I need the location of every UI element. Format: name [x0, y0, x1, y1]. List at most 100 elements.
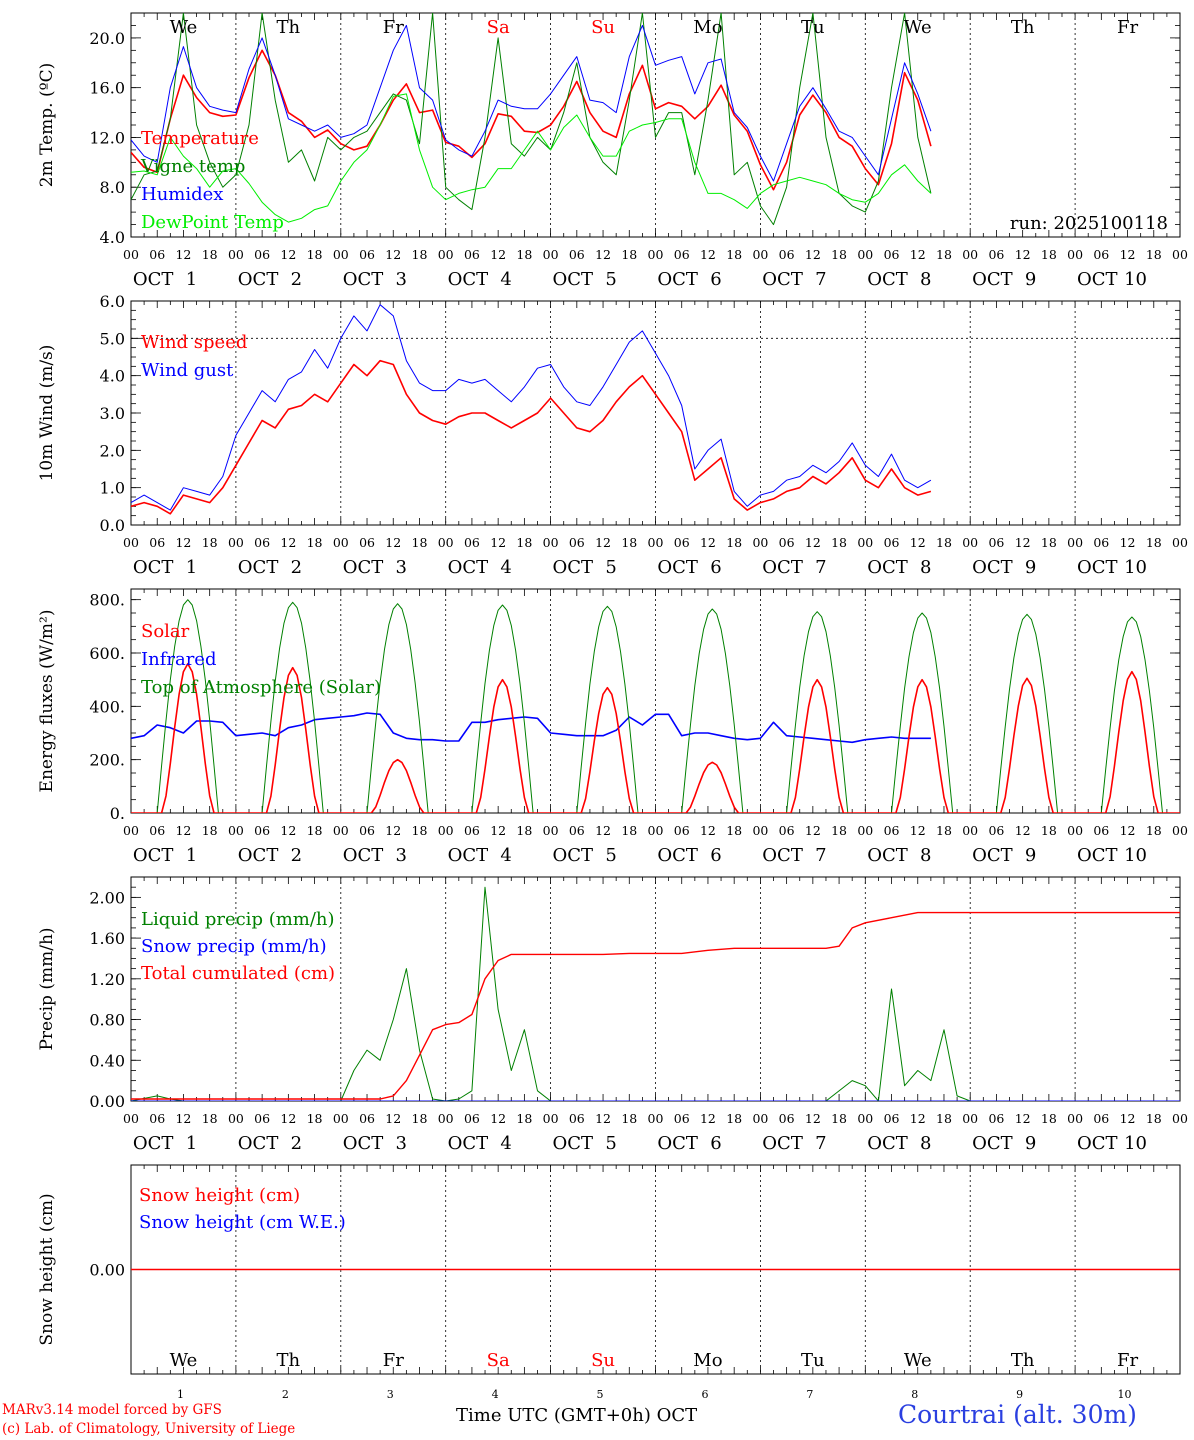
- footer-credits: MARv3.14 model forced by GFS (c) Lab. of…: [2, 1401, 295, 1439]
- y-tick-label: 200.: [89, 751, 125, 770]
- date-day-label: 9: [1025, 1133, 1036, 1154]
- date-month-label: OCT: [343, 269, 384, 290]
- x-axis-title: Time UTC (GMT+0h) OCT: [456, 1405, 697, 1426]
- hour-tick-label: 06: [464, 1111, 480, 1126]
- y-axis-label: 2m Temp. (ºC): [37, 63, 57, 188]
- hour-tick-label: 18: [1146, 535, 1162, 550]
- hour-tick-label: 12: [910, 247, 926, 262]
- hour-tick-label: 12: [280, 823, 296, 838]
- series-line-top-of-atmosphere-solar-: [131, 599, 1180, 813]
- day-number-label: 9: [1016, 1388, 1023, 1401]
- hour-tick-label: 00: [1067, 247, 1083, 262]
- date-day-label: 8: [920, 269, 931, 290]
- hour-tick-label: 00: [857, 1111, 873, 1126]
- weekday-label: Th: [277, 17, 301, 38]
- date-month-label: OCT: [972, 1133, 1013, 1154]
- date-day-label: 4: [500, 845, 511, 866]
- hour-tick-label: 18: [936, 823, 952, 838]
- hour-tick-label: 12: [595, 1111, 611, 1126]
- date-day-label: 2: [291, 845, 302, 866]
- y-tick-label: 20.0: [89, 29, 125, 48]
- weekday-label: Tu: [801, 1350, 825, 1371]
- hour-tick-label: 12: [595, 535, 611, 550]
- hour-tick-label: 12: [490, 535, 506, 550]
- hour-tick-label: 12: [700, 823, 716, 838]
- hour-tick-label: 12: [385, 823, 401, 838]
- day-number-label: 8: [911, 1388, 918, 1401]
- hour-tick-label: 00: [333, 535, 349, 550]
- hour-tick-label: 18: [726, 247, 742, 262]
- legend-entry: Infrared: [141, 649, 216, 670]
- hour-tick-label: 18: [621, 247, 637, 262]
- hour-tick-label: 00: [123, 823, 139, 838]
- date-month-label: OCT: [972, 845, 1013, 866]
- hour-tick-label: 18: [726, 1111, 742, 1126]
- legend-entry: Snow height (cm): [139, 1185, 300, 1206]
- hour-tick-label: 00: [438, 535, 454, 550]
- hour-tick-label: 12: [1120, 247, 1136, 262]
- hour-tick-label: 12: [1015, 1111, 1031, 1126]
- day-number-label: 7: [806, 1388, 813, 1401]
- date-month-label: OCT: [448, 845, 489, 866]
- weekday-label: Th: [277, 1350, 301, 1371]
- date-day-label: 7: [815, 1133, 826, 1154]
- date-month-label: OCT: [133, 845, 174, 866]
- y-tick-label: 16.0: [89, 79, 125, 98]
- hour-tick-label: 00: [962, 535, 978, 550]
- hour-tick-label: 00: [228, 247, 244, 262]
- hour-tick-label: 12: [1015, 247, 1031, 262]
- weekday-label: We: [904, 17, 932, 38]
- hour-tick-label: 18: [1041, 823, 1057, 838]
- y-tick-label: 6.0: [100, 292, 125, 311]
- date-day-label: 6: [710, 845, 721, 866]
- date-month-label: OCT: [867, 269, 908, 290]
- hour-tick-label: 00: [648, 247, 664, 262]
- hour-tick-label: 12: [175, 535, 191, 550]
- hour-tick-label: 18: [412, 535, 428, 550]
- legend-entry: DewPoint Temp: [141, 212, 284, 233]
- hour-tick-label: 18: [307, 823, 323, 838]
- hour-tick-label: 06: [674, 823, 690, 838]
- hour-tick-label: 12: [910, 1111, 926, 1126]
- hour-tick-label: 06: [149, 1111, 165, 1126]
- hour-tick-label: 12: [490, 1111, 506, 1126]
- x-axis-month: OCT: [656, 1405, 698, 1426]
- y-tick-label: 12.0: [89, 128, 125, 147]
- date-month-label: OCT: [1077, 269, 1118, 290]
- hour-tick-label: 18: [516, 247, 532, 262]
- weekday-label: Th: [1011, 17, 1035, 38]
- hour-tick-label: 06: [254, 823, 270, 838]
- hour-tick-label: 06: [359, 1111, 375, 1126]
- date-month-label: OCT: [1077, 845, 1118, 866]
- legend-entry: Snow height (cm W.E.): [139, 1212, 346, 1233]
- hour-tick-label: 06: [884, 535, 900, 550]
- hour-tick-label: 06: [779, 1111, 795, 1126]
- hour-tick-label: 18: [1146, 823, 1162, 838]
- date-day-label: 1: [186, 845, 197, 866]
- legend-entry: Wind gust: [141, 360, 234, 381]
- hour-tick-label: 06: [1093, 535, 1109, 550]
- hour-tick-label: 06: [1093, 247, 1109, 262]
- hour-tick-label: 12: [1120, 535, 1136, 550]
- hour-tick-label: 18: [202, 247, 218, 262]
- hour-tick-label: 00: [543, 247, 559, 262]
- y-tick-label: 4.0: [100, 367, 125, 386]
- hour-tick-label: 06: [149, 247, 165, 262]
- day-number-label: 1: [177, 1388, 184, 1401]
- date-month-label: OCT: [762, 845, 803, 866]
- date-day-label: 4: [500, 269, 511, 290]
- hour-tick-label: 00: [333, 1111, 349, 1126]
- hour-tick-label: 00: [333, 247, 349, 262]
- date-month-label: OCT: [762, 557, 803, 578]
- day-number-label: 10: [1118, 1388, 1132, 1401]
- y-axis-label: Energy fluxes (W/m²): [37, 610, 57, 793]
- hour-tick-label: 18: [621, 823, 637, 838]
- hour-tick-label: 18: [831, 247, 847, 262]
- y-tick-label: 2.0: [100, 441, 125, 460]
- series-line-liquid-precip: [131, 886, 1180, 1101]
- hour-tick-label: 18: [621, 1111, 637, 1126]
- date-month-label: OCT: [448, 269, 489, 290]
- hour-tick-label: 12: [385, 1111, 401, 1126]
- hour-tick-label: 18: [307, 1111, 323, 1126]
- hour-tick-label: 18: [831, 1111, 847, 1126]
